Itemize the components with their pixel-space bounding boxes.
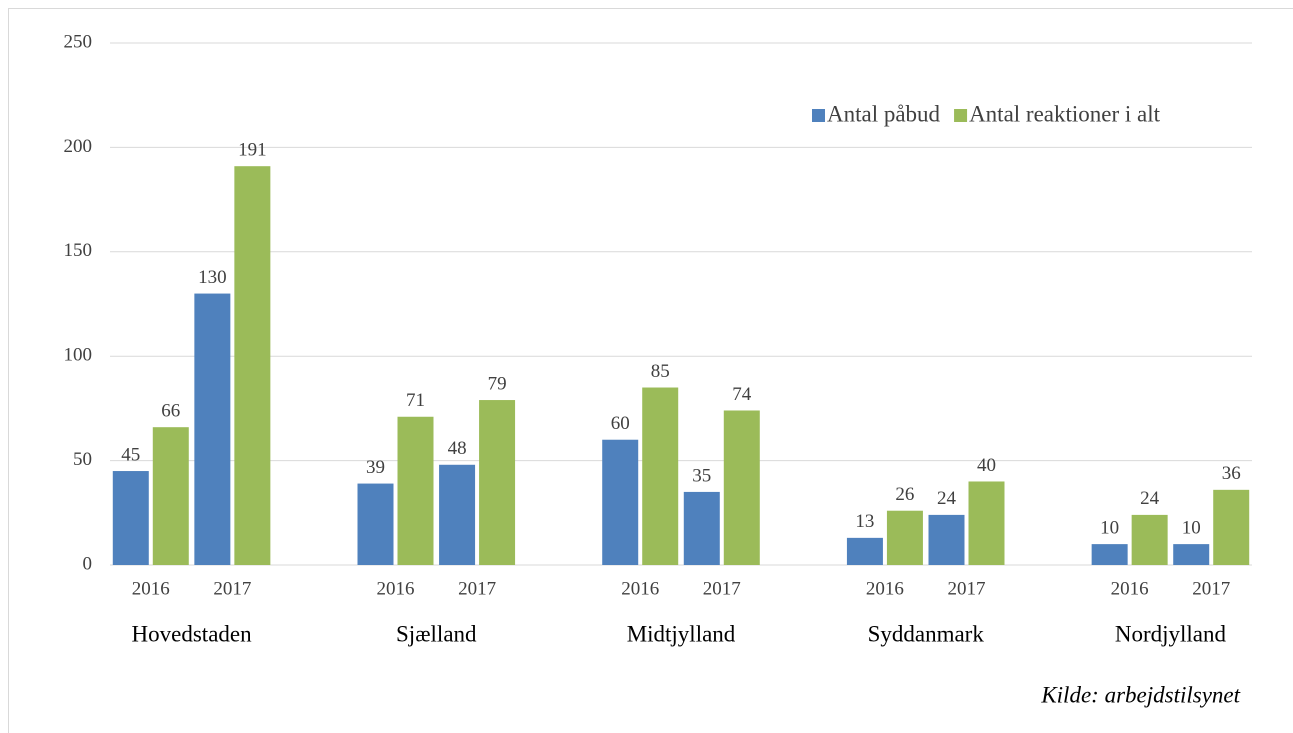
x-tick-label: 2016 <box>866 578 904 599</box>
group-label: Midtjylland <box>627 621 736 646</box>
value-label: 13 <box>855 511 874 532</box>
chart-frame <box>8 8 1293 733</box>
bar <box>602 439 639 565</box>
group-label: Sjælland <box>396 621 477 646</box>
x-tick-label: 2017 <box>213 578 251 599</box>
legend-label: Antal påbud <box>827 101 941 126</box>
bar <box>1091 544 1128 565</box>
value-label: 36 <box>1222 463 1241 484</box>
source: Kilde: arbejdstilsynet <box>1040 682 1240 707</box>
bar <box>112 471 149 565</box>
value-label: 191 <box>238 140 267 161</box>
value-label: 26 <box>895 484 914 505</box>
bar <box>723 410 760 565</box>
y-tick-label: 200 <box>64 136 93 157</box>
bar <box>1131 514 1168 565</box>
bar <box>968 481 1005 565</box>
y-tick-label: 50 <box>73 449 92 470</box>
value-label: 39 <box>366 457 385 478</box>
value-label: 10 <box>1182 517 1201 538</box>
x-tick-label: 2016 <box>1111 578 1149 599</box>
value-label: 130 <box>198 267 227 288</box>
value-label: 66 <box>161 401 180 422</box>
x-tick-label: 2016 <box>377 578 415 599</box>
bar <box>642 387 679 565</box>
legend-swatch <box>812 109 825 122</box>
bar <box>886 510 923 565</box>
bar <box>234 166 271 565</box>
value-label: 35 <box>692 465 711 486</box>
bar <box>928 514 965 565</box>
bar <box>1173 544 1210 565</box>
bar <box>683 491 720 565</box>
x-tick-label: 2017 <box>703 578 741 599</box>
group-label: Nordjylland <box>1115 621 1227 646</box>
value-label: 74 <box>732 384 752 405</box>
y-tick-label: 250 <box>64 31 93 52</box>
group-label: Hovedstaden <box>132 621 253 646</box>
value-label: 24 <box>937 488 957 509</box>
value-label: 40 <box>977 455 996 476</box>
value-label: 85 <box>651 361 670 382</box>
legend-label: Antal reaktioner i alt <box>969 101 1161 126</box>
bar <box>397 416 434 565</box>
y-tick-label: 0 <box>83 553 93 574</box>
bar <box>194 293 231 565</box>
value-label: 79 <box>488 373 507 394</box>
value-label: 10 <box>1100 517 1119 538</box>
x-tick-label: 2016 <box>132 578 170 599</box>
bar <box>357 483 394 565</box>
value-label: 24 <box>1140 488 1160 509</box>
value-label: 71 <box>406 390 425 411</box>
bar <box>846 537 883 565</box>
bar <box>1213 489 1250 565</box>
bar <box>479 400 516 565</box>
bar <box>439 464 476 565</box>
value-label: 48 <box>448 438 467 459</box>
x-tick-label: 2017 <box>1192 578 1230 599</box>
x-tick-label: 2016 <box>621 578 659 599</box>
bar <box>152 427 189 565</box>
x-tick-label: 2017 <box>458 578 496 599</box>
y-tick-label: 100 <box>64 345 93 366</box>
value-label: 60 <box>611 413 630 434</box>
group-label: Syddanmark <box>868 621 985 646</box>
value-label: 45 <box>121 444 140 465</box>
x-tick-label: 2017 <box>948 578 986 599</box>
y-tick-label: 150 <box>64 240 93 261</box>
legend-swatch <box>954 109 968 122</box>
